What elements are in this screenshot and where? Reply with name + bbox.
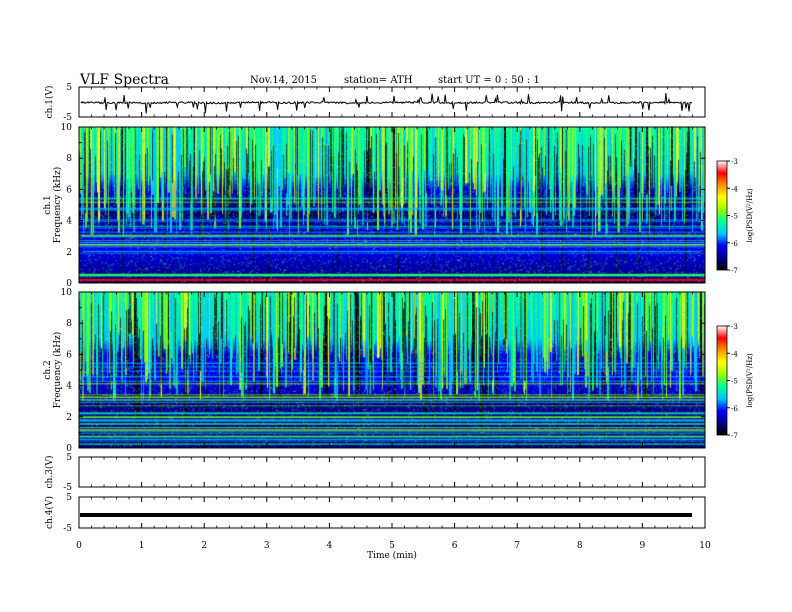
station-label: station= ATH [344,75,413,86]
y-axis-label: ch.4(V) [44,496,55,529]
y-tick-label: 2 [66,248,72,258]
y-axis-label: Frequency (kHz) [52,167,63,244]
spectrogram-image [79,292,705,448]
x-tick-label: 6 [452,541,458,551]
colorbar-tick-label: -4 [731,350,738,358]
colorbar-label: log(PSD(V²/Hz) [746,188,754,243]
colorbar-tick-label: -7 [731,267,738,275]
y-axis-label: ch.1(V) [44,86,55,119]
x-tick-label: 4 [327,541,333,551]
x-tick-label: 2 [201,541,207,551]
x-tick-label: 5 [389,541,395,551]
colorbar-label: log(PSD(V²/Hz) [746,353,754,408]
spectrogram-image [79,127,705,283]
start-time-label: start UT = 0 : 50 : 1 [438,75,540,86]
x-tick-label: 3 [264,541,270,551]
y-tick-label: 5 [66,493,72,503]
y-tick-label: 6 [66,185,72,195]
y-axis-label: Frequency (kHz) [52,332,63,409]
y-tick-label: -5 [63,113,72,123]
x-tick-label: 9 [640,541,646,551]
colorbar-tick-label: -7 [731,432,738,440]
ch1-trace [80,93,693,114]
date-label: Nov.14, 2015 [250,75,317,86]
colorbar [716,325,728,436]
colorbar-tick-label: -4 [731,185,738,193]
y-tick-label: 4 [66,382,72,392]
x-tick-label: 1 [139,541,145,551]
y-tick-label: 5 [66,453,72,463]
y-tick-label: 10 [61,123,73,133]
y-axis-label: ch.2 [43,360,53,379]
y-tick-label: 8 [66,319,72,329]
y-tick-label: -5 [63,483,72,493]
x-tick-label: 7 [514,541,520,551]
y-tick-label: 5 [66,83,72,93]
y-tick-label: 4 [66,217,72,227]
y-tick-label: 0 [66,279,72,289]
x-axis-label: Time (min) [367,550,417,561]
colorbar-tick-label: -6 [731,405,738,413]
x-tick-label: 10 [699,541,711,551]
y-tick-label: 2 [66,413,72,423]
y-tick-label: 10 [61,288,73,298]
colorbar-tick-label: -6 [731,240,738,248]
x-tick-label: 0 [76,541,82,551]
colorbar-tick-label: -5 [731,213,738,221]
y-tick-label: -5 [63,524,72,534]
colorbar-tick-label: -3 [731,323,738,331]
x-tick-label: 8 [577,541,583,551]
colorbar-tick-label: -3 [731,158,738,166]
y-axis-label: ch.3(V) [44,456,55,489]
figure-title: VLF Spectra [80,72,169,88]
y-tick-label: 8 [66,154,72,164]
y-tick-label: 0 [66,444,72,454]
y-axis-label: ch.1 [43,195,53,214]
colorbar [716,160,728,271]
y-tick-label: 6 [66,350,72,360]
colorbar-tick-label: -5 [731,378,738,386]
